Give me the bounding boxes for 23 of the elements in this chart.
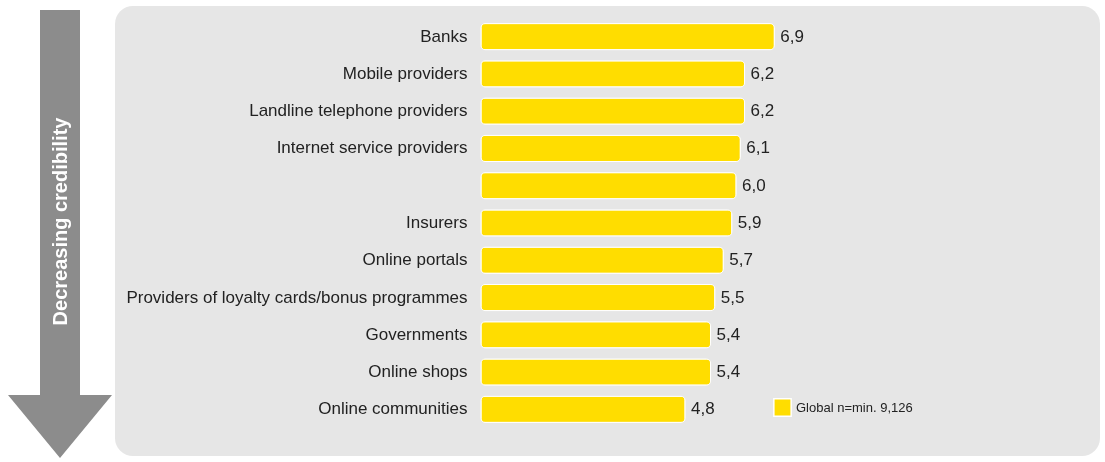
data-label: 5,9 (737, 213, 762, 232)
y-tick-label: Governments (365, 324, 468, 344)
y-tick-label: Insurers (406, 213, 468, 232)
data-label: 4,8 (691, 399, 715, 419)
y-tick-label: Mobile providers (342, 63, 468, 83)
y-tick-label: Providers of loyalty cards/bonus programmes (126, 287, 468, 307)
y-tick-label: Landline telephone providers (249, 101, 468, 121)
text: Decreasing credibility (48, 116, 72, 328)
legend-label: Global n=min. 9,126 (796, 399, 913, 415)
data-label: 5,7 (729, 250, 753, 270)
data-label: 6,2 (750, 63, 775, 83)
data-label: 5,5 (720, 287, 745, 307)
data-label: 6,1 (746, 138, 770, 158)
y-tick-label: Online shops (368, 362, 468, 382)
data-label: 6,9 (780, 26, 804, 46)
data-label: 6,0 (742, 175, 766, 195)
data-label: 6,2 (750, 101, 775, 121)
data-label: 5,4 (716, 362, 741, 382)
y-tick-label: Banks (420, 26, 468, 46)
y-tick-label: Internet service providers (276, 138, 468, 158)
data-label: 5,4 (716, 324, 741, 344)
y-tick-label: Online portals (362, 250, 468, 270)
y-tick-label: Online communities (318, 399, 468, 419)
